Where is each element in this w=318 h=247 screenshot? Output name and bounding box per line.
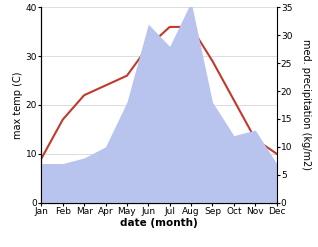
Y-axis label: med. precipitation (kg/m2): med. precipitation (kg/m2) xyxy=(301,40,311,170)
X-axis label: date (month): date (month) xyxy=(120,219,198,228)
Y-axis label: max temp (C): max temp (C) xyxy=(13,71,23,139)
